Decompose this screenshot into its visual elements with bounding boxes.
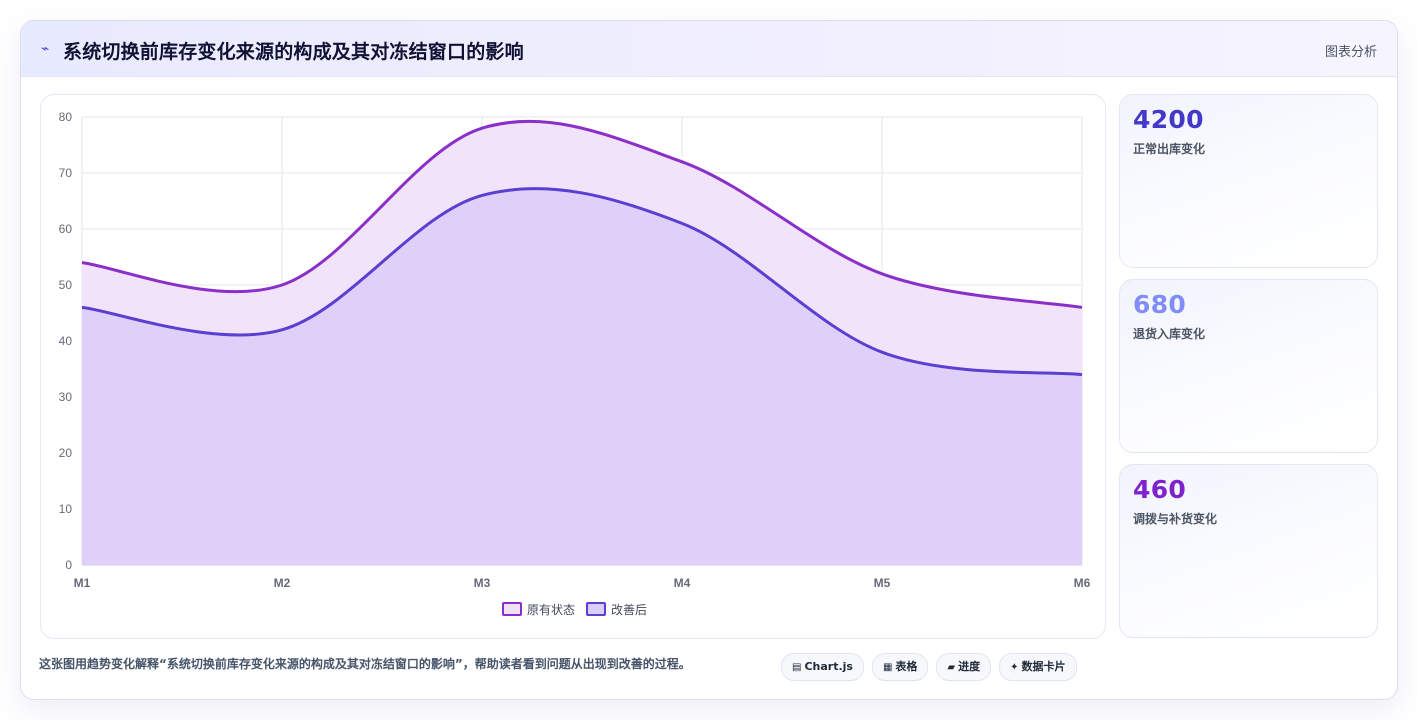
chip-label: 数据卡片 (1021, 660, 1066, 673)
stat-label: 退货入库变化 (1133, 327, 1206, 341)
legend-swatch-2 (586, 602, 606, 616)
y-tick-label: 0 (65, 558, 72, 572)
stat-value: 460 (1133, 475, 1187, 504)
y-tick-label: 70 (59, 166, 73, 180)
chip-chartjs[interactable]: ▤ Chart.js (781, 653, 864, 681)
stat-label: 正常出库变化 (1133, 142, 1206, 156)
chip-data-card[interactable]: ✦ 数据卡片 (999, 653, 1077, 681)
chip-label: 表格 (895, 660, 918, 673)
stat-value: 680 (1133, 290, 1187, 319)
card-header: ⌁ 系统切换前库存变化来源的构成及其对冻结窗口的影响 图表分析 (21, 21, 1397, 77)
y-tick-label: 50 (59, 278, 73, 292)
chart-card: ⌁ 系统切换前库存变化来源的构成及其对冻结窗口的影响 图表分析 0 10 20 30 4… (20, 20, 1398, 700)
stat-card-transfer: 460 调拨与补货变化 (1119, 464, 1378, 638)
chart-icon: ▤ (792, 662, 802, 673)
chart-caption: 这张图用趋势变化解释“系统切换前库存变化来源的构成及其对冻结窗口的影响”，帮助读… (39, 657, 691, 671)
x-tick-label: M6 (1074, 576, 1091, 590)
y-tick-label: 10 (59, 502, 73, 516)
series-line-1 (81, 119, 1083, 309)
x-tick-label: M1 (74, 576, 91, 590)
chip-label: Chart.js (804, 660, 853, 673)
header-tag: 图表分析 (1324, 45, 1377, 60)
chip-progress[interactable]: ▰ 进度 (936, 653, 992, 681)
stat-value: 4200 (1133, 105, 1204, 134)
table-icon: ▦ (882, 662, 893, 673)
trend-line-icon: ⌁ (41, 41, 50, 57)
x-tick-label: M2 (274, 576, 291, 590)
y-tick-label: 80 (59, 110, 73, 124)
x-tick-label: M5 (874, 576, 891, 590)
stat-card-returns: 680 退货入库变化 (1119, 279, 1378, 453)
chip-table[interactable]: ▦ 表格 (871, 653, 929, 681)
chip-label: 进度 (958, 660, 981, 673)
y-tick-label: 40 (59, 334, 73, 348)
series-area-2 (82, 188, 1082, 565)
x-tick-label: M4 (674, 576, 691, 590)
series-line-2 (81, 187, 1083, 377)
y-tick-label: 20 (59, 446, 73, 460)
chart-panel: 0 10 20 30 40 50 60 70 80 M1 M2 M3 M4 M5 M6 原有状态 改善后 (40, 94, 1106, 639)
x-tick-label: M3 (474, 576, 491, 590)
legend-label-2: 改善后 (611, 602, 647, 617)
y-tick-label: 60 (59, 222, 73, 236)
stat-card-outbound: 4200 正常出库变化 (1119, 94, 1378, 268)
area-chart: 0 10 20 30 40 50 60 70 80 M1 M2 M3 M4 M5 M6 原有状态 改善后 (59, 110, 1091, 617)
sparkle-icon: ✦ (1010, 662, 1019, 673)
page-title: 系统切换前库存变化来源的构成及其对冻结窗口的影响 (63, 41, 524, 63)
progress-icon: ▰ (947, 662, 956, 673)
stat-label: 调拨与补货变化 (1133, 512, 1218, 526)
y-tick-label: 30 (59, 390, 73, 404)
chip-row: ▤ Chart.js ▦ 表格 ▰ 进度 ✦ 数据卡片 (781, 653, 1077, 681)
legend-swatch-1 (502, 602, 522, 616)
legend-label-1: 原有状态 (527, 603, 575, 617)
